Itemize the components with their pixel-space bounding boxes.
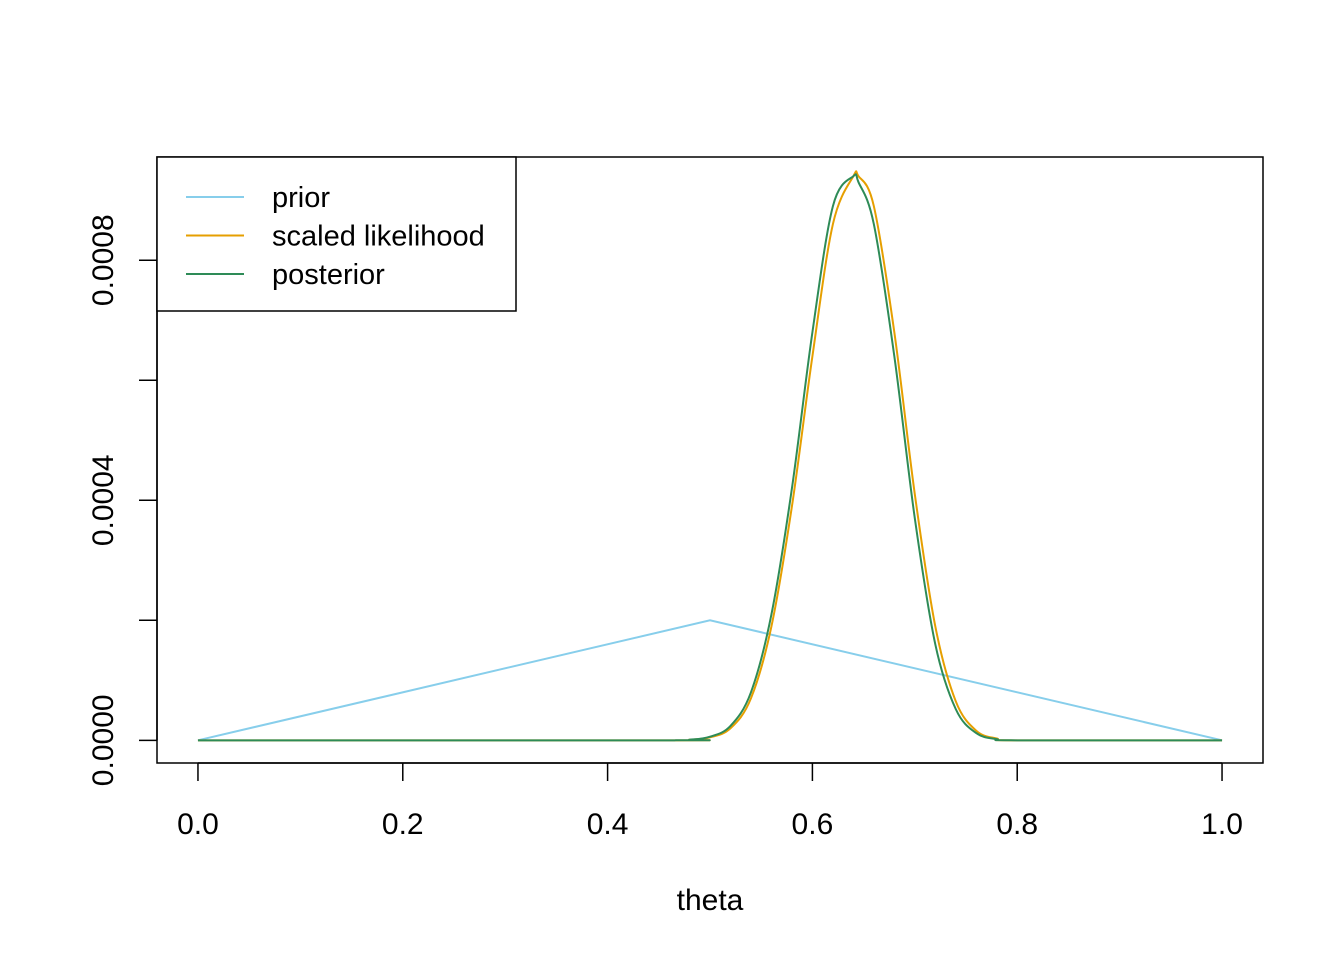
y-tick-label: 0.0004 — [87, 454, 120, 546]
y-axis: 0.0000 0.0004 0.0008 — [87, 214, 158, 786]
x-tick-label: 1.0 — [1201, 808, 1243, 841]
series-line-posterior — [197, 173, 1223, 742]
legend-label: prior — [272, 182, 330, 214]
x-tick-label: 0.2 — [382, 808, 424, 841]
x-tick-label: 0.4 — [587, 808, 629, 841]
x-axis: 0.0 0.2 0.4 0.6 0.8 1.0 — [177, 762, 1243, 841]
legend-label: posterior — [272, 259, 385, 291]
x-tick-label: 0.6 — [792, 808, 834, 841]
y-tick-label: 0.0000 — [87, 694, 120, 786]
x-tick-label: 0.0 — [177, 808, 219, 841]
x-tick-label: 0.8 — [996, 808, 1038, 841]
y-tick-label: 0.0008 — [87, 214, 120, 306]
series-layer — [197, 170, 1223, 742]
series-line-prior — [197, 619, 1223, 742]
legend-label: scaled likelihood — [272, 221, 485, 253]
x-axis-label: theta — [677, 884, 744, 917]
legend-box — [156, 156, 517, 312]
legend: prior scaled likelihood posterior — [156, 156, 517, 312]
